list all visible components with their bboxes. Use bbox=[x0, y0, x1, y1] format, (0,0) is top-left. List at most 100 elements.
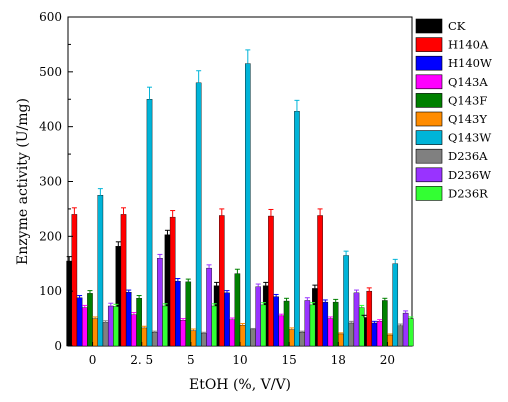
bar-h140w-4 bbox=[273, 296, 279, 347]
legend-swatch-q143f bbox=[415, 93, 443, 108]
bar-q143w-0 bbox=[97, 195, 104, 347]
x-tick-label: 10 bbox=[232, 353, 247, 367]
legend-swatch-q143w bbox=[415, 130, 443, 145]
bar-h140a-1 bbox=[120, 214, 127, 347]
bar-q143y-3 bbox=[239, 324, 246, 347]
x-tick-label: 0 bbox=[89, 353, 97, 367]
x-tick-label: 2. 5 bbox=[130, 353, 153, 367]
bar-h140w-2 bbox=[175, 281, 181, 347]
bar-d236a-0 bbox=[102, 322, 109, 347]
bar-d236r-1 bbox=[162, 305, 168, 347]
legend: CK H140A H140W Q143A Q143F Q143Y Q143W D236A D23… bbox=[415, 18, 492, 201]
bar-h140a-0 bbox=[71, 214, 78, 347]
legend-swatch-d236r bbox=[415, 186, 443, 201]
bar-d236w-2 bbox=[206, 267, 212, 347]
y-tick-label: 500 bbox=[39, 65, 62, 79]
bar-q143a-5 bbox=[327, 318, 334, 347]
y-axis-title: Enzyme activity (U/mg) bbox=[15, 98, 31, 265]
legend-swatch-d236w bbox=[415, 167, 443, 183]
bar-h140a-2 bbox=[169, 216, 176, 347]
bar-q143a-0 bbox=[81, 307, 88, 347]
error-bars-layer bbox=[66, 49, 414, 336]
legend-label-q143y: Q143Y bbox=[448, 112, 487, 126]
legend-label-h140w: H140W bbox=[448, 56, 492, 70]
bar-d236a-5 bbox=[348, 322, 355, 347]
legend-swatch-ck bbox=[415, 18, 443, 34]
legend-label-d236w: D236W bbox=[448, 168, 491, 182]
y-tick-label: 200 bbox=[39, 229, 62, 243]
y-tick-label: 100 bbox=[39, 284, 62, 298]
x-tick-label: 20 bbox=[380, 353, 395, 367]
bar-h140w-6 bbox=[371, 322, 378, 347]
bar-q143a-4 bbox=[278, 315, 285, 347]
y-tick-label: 300 bbox=[39, 175, 62, 189]
legend-label-q143w: Q143W bbox=[448, 131, 491, 145]
bar-h140a-5 bbox=[317, 215, 323, 347]
bar-d236a-1 bbox=[151, 332, 158, 347]
bar-ck-0 bbox=[66, 260, 72, 347]
x-axis-title: EtOH (%, V/V) bbox=[189, 377, 291, 393]
bar-q143y-2 bbox=[190, 330, 197, 347]
legend-label-h140a: H140A bbox=[448, 38, 489, 52]
y-tick-label: 400 bbox=[39, 120, 62, 134]
bar-h140w-0 bbox=[76, 297, 83, 347]
bar-d236r-4 bbox=[309, 304, 316, 347]
legend-label-q143f: Q143F bbox=[448, 93, 487, 107]
bar-q143f-3 bbox=[234, 273, 241, 347]
bar-q143w-2 bbox=[195, 82, 202, 347]
bar-q143w-5 bbox=[343, 255, 349, 347]
bar-h140a-3 bbox=[218, 215, 225, 347]
bar-d236a-3 bbox=[250, 329, 256, 347]
bar-d236r-5 bbox=[358, 307, 365, 347]
bar-q143y-0 bbox=[92, 318, 98, 347]
bar-d236a-2 bbox=[201, 333, 207, 347]
bar-q143y-1 bbox=[141, 327, 148, 347]
legend-label-ck: CK bbox=[448, 19, 466, 33]
x-tick-label: 18 bbox=[331, 353, 346, 367]
bar-d236r-3 bbox=[260, 304, 267, 347]
bar-q143f-1 bbox=[136, 298, 142, 347]
bar-q143w-4 bbox=[294, 111, 300, 347]
legend-swatch-d236a bbox=[415, 148, 443, 164]
bar-q143w-3 bbox=[244, 63, 251, 347]
bar-h140w-3 bbox=[224, 292, 230, 347]
bar-q143f-2 bbox=[185, 281, 192, 347]
bar-q143a-3 bbox=[229, 319, 236, 347]
legend-swatch-q143y bbox=[415, 111, 443, 127]
bar-d236r-2 bbox=[211, 305, 218, 347]
bar-h140w-1 bbox=[125, 292, 132, 347]
bar-q143f-4 bbox=[283, 300, 290, 347]
bar-d236w-0 bbox=[107, 305, 114, 347]
bar-d236w-1 bbox=[157, 258, 163, 347]
bar-q143w-6 bbox=[392, 263, 399, 347]
bar-h140a-4 bbox=[268, 215, 274, 347]
bar-q143a-1 bbox=[131, 314, 137, 347]
y-tick-label: 600 bbox=[39, 10, 62, 24]
bar-h140w-5 bbox=[322, 301, 329, 347]
bar-q143y-5 bbox=[338, 333, 344, 347]
x-tick-label: 15 bbox=[282, 353, 297, 367]
bar-d236w-4 bbox=[304, 300, 311, 347]
bar-d236w-3 bbox=[255, 286, 262, 347]
bar-q143f-6 bbox=[382, 300, 388, 347]
bar-q143a-2 bbox=[180, 320, 186, 347]
y-axis: 0 100 200 300 400 500 600 bbox=[39, 10, 73, 353]
bar-d236a-4 bbox=[299, 332, 305, 347]
bars-layer bbox=[66, 63, 414, 347]
legend-swatch-q143a bbox=[415, 74, 443, 90]
legend-swatch-h140w bbox=[415, 55, 443, 71]
bar-q143w-1 bbox=[146, 99, 153, 347]
x-axis: 0 2. 5 5 10 15 18 20 bbox=[89, 342, 395, 367]
legend-label-q143a: Q143A bbox=[448, 75, 488, 89]
bar-d236r-6 bbox=[408, 318, 414, 347]
bar-q143a-6 bbox=[376, 321, 383, 347]
bar-h140a-6 bbox=[366, 290, 373, 347]
bar-q143y-6 bbox=[387, 334, 393, 347]
legend-swatch-h140a bbox=[415, 37, 443, 52]
bar-q143y-4 bbox=[288, 329, 295, 347]
bar-d236w-5 bbox=[353, 292, 360, 347]
x-tick-label: 5 bbox=[187, 353, 195, 367]
bar-q143f-5 bbox=[332, 301, 339, 347]
bar-d236r-0 bbox=[113, 306, 119, 347]
